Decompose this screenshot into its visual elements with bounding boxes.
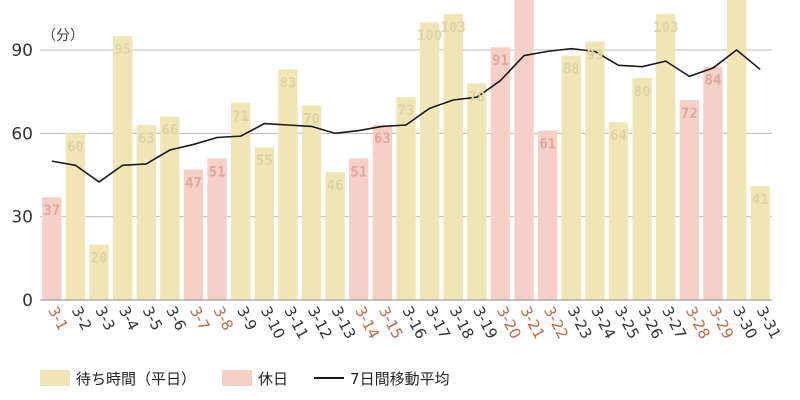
bar-weekday <box>136 125 156 300</box>
bars <box>42 0 770 301</box>
x-tick-label: 3-4 <box>115 303 142 333</box>
data-label: 93 <box>586 48 603 64</box>
y-tick-label: 60 <box>11 124 33 144</box>
bar-weekday <box>467 83 487 300</box>
bar-weekday <box>632 77 652 301</box>
moving-average <box>51 47 761 183</box>
x-tick-label: 3-3 <box>92 303 119 333</box>
data-label: 73 <box>398 103 415 119</box>
bar-weekday <box>325 172 345 300</box>
y-tick-label: 30 <box>11 208 33 228</box>
data-label: 63 <box>374 131 391 147</box>
x-tick-label: 3-6 <box>162 303 189 333</box>
bar-weekday <box>561 55 581 300</box>
data-label: 63 <box>138 131 155 147</box>
bar-weekday <box>750 186 770 300</box>
bar-weekday <box>231 102 251 301</box>
data-label: 91 <box>492 53 509 69</box>
bar-weekday <box>112 36 133 300</box>
x-tick-label: 3-5 <box>139 303 166 333</box>
legend-label-moving-average: 7日間移動平均 <box>350 369 450 388</box>
bar-weekday <box>301 105 322 300</box>
bar-weekday <box>396 97 416 300</box>
data-label: 61 <box>539 137 556 153</box>
data-label: 88 <box>563 62 580 78</box>
data-label: 41 <box>752 192 769 208</box>
moving-average-line <box>51 47 761 183</box>
legend-swatch-moving-average <box>314 377 345 379</box>
data-label: 60 <box>67 139 84 155</box>
bar-holiday <box>679 100 700 300</box>
bar-weekday <box>585 41 605 301</box>
bar-weekday <box>65 133 86 300</box>
bar-holiday <box>703 66 723 301</box>
data-label: 78 <box>468 89 485 105</box>
bar-holiday <box>490 47 511 300</box>
data-label: 51 <box>350 164 367 180</box>
x-tick-label: 3-31 <box>753 303 785 342</box>
data-label: 70 <box>303 112 320 128</box>
x-axis-ticks: 3-13-23-33-43-53-63-73-83-93-103-113-123… <box>44 303 784 342</box>
bar-weekday <box>726 0 747 300</box>
bar-holiday <box>42 197 62 300</box>
bar-weekday <box>443 13 463 301</box>
legend-swatch-holiday <box>222 370 253 386</box>
bar-weekday <box>254 147 275 300</box>
data-label: 100 <box>417 28 442 44</box>
data-label: 66 <box>161 123 178 139</box>
x-tick-label: 3-2 <box>68 303 95 333</box>
x-tick-label: 3-1 <box>44 303 71 333</box>
y-tick-label: 90 <box>11 41 33 61</box>
data-label: 46 <box>327 178 344 194</box>
legend: 待ち時間（平日） 休日 7日間移動平均 <box>40 366 476 390</box>
data-label: 47 <box>185 175 202 191</box>
data-label: 83 <box>280 75 297 91</box>
data-label: 95 <box>114 42 131 58</box>
bar-holiday <box>514 0 534 300</box>
bar-holiday <box>349 158 369 300</box>
bar-weekday <box>656 13 676 301</box>
bar-holiday <box>183 169 204 300</box>
data-label: 84 <box>705 73 722 89</box>
legend-label-weekday: 待ち時間（平日） <box>76 369 197 388</box>
bar-weekday <box>608 122 629 300</box>
data-label: 20 <box>91 250 108 266</box>
data-label: 72 <box>681 106 698 122</box>
data-label: 51 <box>209 164 226 180</box>
x-tick-label: 3-9 <box>233 303 260 333</box>
x-tick-label: 3-8 <box>210 303 237 333</box>
data-label: 71 <box>232 109 249 125</box>
bar-weekday <box>419 22 440 300</box>
legend-item-moving-average: 7日間移動平均 <box>314 368 450 389</box>
legend-label-holiday: 休日 <box>258 369 289 388</box>
legend-item-weekday: 待ち時間（平日） <box>40 368 196 389</box>
legend-item-holiday: 休日 <box>222 368 288 389</box>
bar-weekday <box>160 116 180 301</box>
bar-weekday <box>278 69 298 300</box>
data-label: 80 <box>634 84 651 100</box>
bar-holiday <box>537 130 558 300</box>
y-tick-label: 0 <box>22 291 33 311</box>
y-axis-label: （分） <box>42 28 84 44</box>
bar-holiday <box>372 125 393 300</box>
y-axis-ticks: 0 30 60 90 <box>11 41 33 311</box>
data-label: 103 <box>653 20 678 36</box>
x-tick-label: 3-7 <box>186 303 213 333</box>
bar-weekday <box>89 244 109 300</box>
data-label: 103 <box>441 20 466 36</box>
data-label: 55 <box>256 153 273 169</box>
data-label: 64 <box>610 128 627 144</box>
legend-swatch-weekday <box>40 370 70 386</box>
bar-holiday <box>207 158 227 300</box>
data-label: 37 <box>43 203 60 219</box>
data-labels: 3760209563664751715583704651637310010378… <box>43 20 768 267</box>
